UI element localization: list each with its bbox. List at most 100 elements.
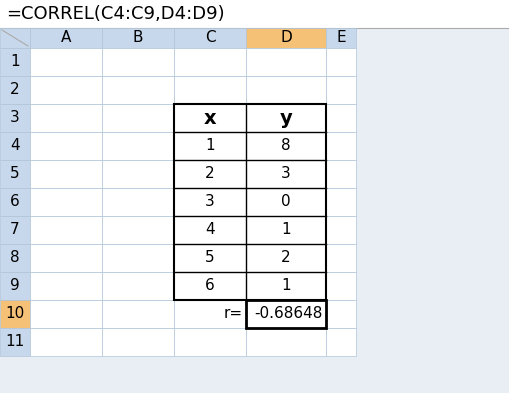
Bar <box>245 188 325 216</box>
Text: 3: 3 <box>10 110 20 125</box>
Bar <box>174 300 245 328</box>
Bar <box>30 132 102 160</box>
Bar <box>0 272 30 300</box>
Text: 3: 3 <box>205 195 214 209</box>
Bar <box>0 0 509 28</box>
Bar <box>174 160 245 188</box>
Text: D: D <box>279 31 291 46</box>
Bar <box>245 76 325 104</box>
Text: E: E <box>335 31 345 46</box>
Text: 2: 2 <box>10 83 20 97</box>
Text: A: A <box>61 31 71 46</box>
Bar <box>102 48 174 76</box>
Bar <box>30 48 102 76</box>
Bar <box>102 328 174 356</box>
Text: 1: 1 <box>10 55 20 70</box>
Bar <box>102 272 174 300</box>
Bar <box>102 160 174 188</box>
Bar <box>245 216 325 244</box>
Bar <box>174 104 325 300</box>
Text: 2: 2 <box>205 167 214 182</box>
Bar <box>245 244 325 272</box>
Bar <box>102 132 174 160</box>
Bar <box>245 132 325 160</box>
Text: -0.68648: -0.68648 <box>254 307 322 321</box>
Bar <box>245 272 325 300</box>
Text: 6: 6 <box>205 279 214 294</box>
Bar <box>0 132 30 160</box>
Bar <box>30 104 102 132</box>
Bar <box>0 328 30 356</box>
Bar <box>325 132 355 160</box>
Bar <box>30 188 102 216</box>
Bar <box>30 28 102 48</box>
Bar <box>325 328 355 356</box>
Bar <box>174 272 245 300</box>
Text: 7: 7 <box>10 222 20 237</box>
Text: 3: 3 <box>280 167 290 182</box>
Bar <box>30 300 102 328</box>
Bar <box>325 76 355 104</box>
Bar <box>0 28 30 48</box>
Bar <box>245 300 325 328</box>
Bar <box>102 244 174 272</box>
Text: 6: 6 <box>10 195 20 209</box>
Bar <box>102 76 174 104</box>
Bar <box>0 244 30 272</box>
Bar <box>30 160 102 188</box>
Bar <box>325 272 355 300</box>
Bar <box>245 300 325 328</box>
Bar <box>30 328 102 356</box>
Bar <box>0 76 30 104</box>
Bar <box>0 48 30 76</box>
Text: 1: 1 <box>205 138 214 154</box>
Text: 9: 9 <box>10 279 20 294</box>
Bar <box>325 48 355 76</box>
Bar <box>325 216 355 244</box>
Bar <box>0 216 30 244</box>
Text: r=: r= <box>223 307 242 321</box>
Bar <box>0 188 30 216</box>
Bar <box>325 188 355 216</box>
Bar <box>325 104 355 132</box>
Text: B: B <box>132 31 143 46</box>
Text: =CORREL(C4:C9,D4:D9): =CORREL(C4:C9,D4:D9) <box>6 5 224 23</box>
Bar <box>174 104 245 132</box>
Bar <box>174 76 245 104</box>
Bar <box>0 300 30 328</box>
Text: 5: 5 <box>10 167 20 182</box>
Text: 1: 1 <box>280 222 290 237</box>
Text: y: y <box>279 108 292 127</box>
Text: 8: 8 <box>10 250 20 266</box>
Bar <box>245 328 325 356</box>
Bar <box>245 48 325 76</box>
Bar <box>30 272 102 300</box>
Bar <box>174 28 245 48</box>
Bar <box>245 104 325 132</box>
Text: C: C <box>204 31 215 46</box>
Text: 0: 0 <box>280 195 290 209</box>
Bar <box>174 188 245 216</box>
Text: 11: 11 <box>6 334 24 349</box>
Bar <box>325 244 355 272</box>
Bar <box>174 48 245 76</box>
Text: 4: 4 <box>205 222 214 237</box>
Text: x: x <box>203 108 216 127</box>
Bar <box>245 28 325 48</box>
Text: 4: 4 <box>10 138 20 154</box>
Text: 5: 5 <box>205 250 214 266</box>
Bar <box>0 160 30 188</box>
Bar <box>174 132 245 160</box>
Bar <box>102 104 174 132</box>
Bar <box>174 216 245 244</box>
Bar <box>174 244 245 272</box>
Text: 10: 10 <box>6 307 24 321</box>
Bar <box>102 28 174 48</box>
Bar <box>102 300 174 328</box>
Text: 2: 2 <box>280 250 290 266</box>
Text: 8: 8 <box>280 138 290 154</box>
Bar <box>325 300 355 328</box>
Bar <box>30 216 102 244</box>
Bar <box>245 160 325 188</box>
Bar <box>0 104 30 132</box>
